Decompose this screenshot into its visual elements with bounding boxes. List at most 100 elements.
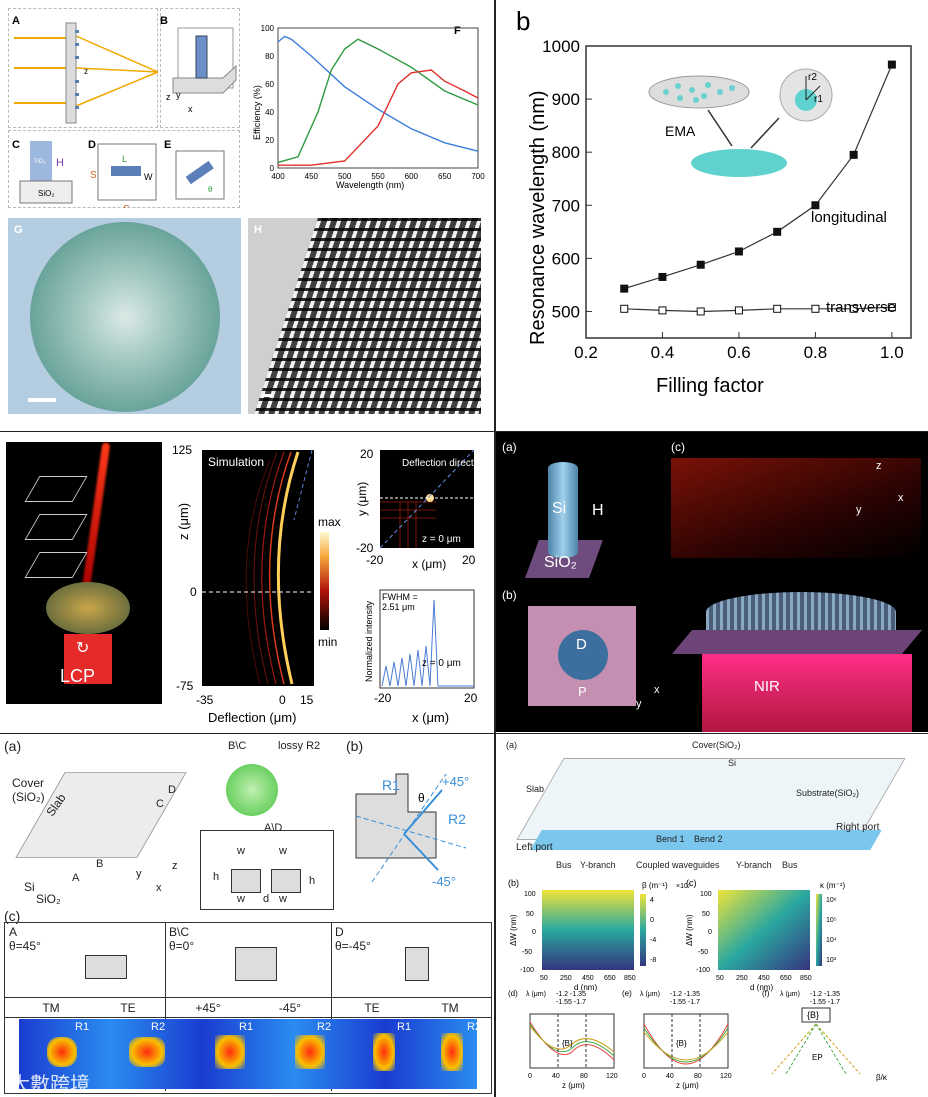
chart-b-point-longitudinal — [811, 201, 820, 210]
chart-f-ytick: 0 — [270, 164, 275, 173]
svg-text:SiO₂: SiO₂ — [38, 189, 54, 198]
svg-text:λ (μm): λ (μm) — [526, 991, 546, 998]
cross-section-inset: h h w w w w d — [200, 830, 334, 910]
chart-b-ytick: 700 — [552, 196, 580, 215]
chart-b-xtick: 0.2 — [574, 343, 598, 362]
svg-text:z (μm): z (μm) — [562, 1081, 585, 1090]
svg-text:z: z — [166, 92, 171, 102]
nanopillar-array — [706, 592, 896, 632]
image-g-background: G — [8, 218, 241, 414]
subpanel-b-box — [160, 8, 240, 128]
svg-text:50: 50 — [716, 975, 724, 982]
horizontal-divider-2 — [0, 733, 928, 734]
chart-b-point-transverse — [811, 304, 820, 313]
svg-text:50: 50 — [702, 911, 710, 918]
svg-text:850: 850 — [800, 975, 812, 982]
svg-text:{B}: {B} — [562, 1039, 573, 1048]
label-g: G — [14, 224, 23, 236]
chart-b-point-longitudinal — [696, 260, 705, 269]
chart-b-point-transverse — [620, 304, 629, 313]
label-c: (c) — [4, 908, 21, 924]
efficiency-chart: F Efficiency (%) Wavelength (nm) 0 20 40 60… — [252, 24, 485, 190]
svg-text:0: 0 — [642, 1073, 646, 1080]
chart-b-point-transverse — [696, 307, 705, 316]
chart-b-point-longitudinal — [620, 284, 629, 293]
svg-text:EP: EP — [812, 1053, 823, 1062]
svg-text:10⁴: 10⁴ — [826, 937, 837, 944]
svg-text:20: 20 — [360, 447, 374, 461]
chart-f-series-2 — [278, 69, 479, 166]
label-b: (b) — [346, 738, 364, 754]
chart-f-ylabel: Efficiency (%) — [252, 85, 262, 140]
label-b: B — [160, 15, 168, 27]
svg-text:x (μm): x (μm) — [412, 710, 449, 725]
chart-b-point-longitudinal — [849, 150, 858, 159]
rotated-nanofin — [185, 160, 214, 185]
svg-text:-20: -20 — [356, 541, 374, 555]
svg-text:θ: θ — [418, 791, 425, 805]
svg-text:250: 250 — [736, 975, 748, 982]
svg-text:80: 80 — [580, 1073, 588, 1080]
svg-text:L: L — [122, 154, 127, 164]
svg-text:0: 0 — [528, 1073, 532, 1080]
nanofin-array — [248, 218, 481, 414]
svg-text:10⁶: 10⁶ — [826, 897, 837, 904]
svg-text:H: H — [56, 157, 64, 169]
chart-b-ylabel: Resonance wavelength (nm) — [527, 90, 549, 345]
svg-text:λ (μm): λ (μm) — [640, 991, 660, 998]
beam-propagation — [671, 458, 921, 558]
vertical-divider — [494, 0, 496, 1097]
focal-plane-plots: Deflection direction z = 0 μm 20 -20 -20… — [356, 447, 487, 725]
scale-bar-g — [28, 398, 56, 402]
svg-text:κ (m⁻¹): κ (m⁻¹) — [820, 881, 845, 890]
svg-text:80: 80 — [694, 1073, 702, 1080]
svg-text:0: 0 — [708, 929, 712, 936]
watermark-text: 大數跨境 — [10, 1072, 90, 1096]
label-f: F — [454, 25, 461, 37]
svg-text:max: max — [318, 515, 341, 529]
chart-f-xlabel: Wavelength (nm) — [336, 180, 404, 190]
chart-b-point-transverse — [734, 306, 743, 315]
svg-text:-1.55 -1.7: -1.55 -1.7 — [810, 999, 840, 1006]
lcp-label: LCP — [60, 666, 96, 686]
chart-b-point-longitudinal — [658, 272, 667, 281]
svg-text:β (m⁻¹): β (m⁻¹) — [642, 881, 668, 890]
svg-text:x (μm): x (μm) — [412, 557, 446, 571]
label-a: (a) — [502, 440, 517, 454]
svg-text:{B}: {B} — [807, 1010, 819, 1020]
scale-bar-h — [262, 394, 272, 397]
metalens-photo — [30, 222, 220, 412]
svg-text:2.51 μm: 2.51 μm — [382, 602, 415, 612]
chart-b-line-longitudinal — [624, 64, 893, 290]
label-a: (a) — [4, 738, 22, 754]
svg-text:-1.2 -1.35: -1.2 -1.35 — [670, 991, 700, 998]
chart-f-xtick: 450 — [305, 172, 319, 181]
svg-text:y (μm): y (μm) — [356, 482, 369, 516]
chart-b-point-transverse — [849, 304, 858, 313]
svg-text:-35: -35 — [196, 693, 214, 707]
chart-b-ytick: 900 — [552, 90, 580, 109]
lens-render: ↻ LCP — [6, 442, 162, 704]
intensity-profile — [381, 599, 474, 687]
svg-text:θ: θ — [208, 185, 213, 194]
svg-text:y: y — [176, 90, 181, 100]
svg-text:-20: -20 — [374, 691, 392, 705]
svg-text:450: 450 — [582, 975, 594, 982]
svg-text:Normalized intensity: Normalized intensity — [364, 600, 374, 682]
poincare-sphere — [226, 764, 278, 816]
svg-text:-4: -4 — [650, 937, 656, 944]
svg-text:S: S — [123, 204, 130, 208]
subpanel-a-box — [8, 8, 158, 128]
svg-text:4: 4 — [650, 897, 654, 904]
svg-text:-8: -8 — [650, 957, 656, 964]
longitudinal-label: longitudinal — [811, 209, 887, 226]
simulation-label: Simulation — [208, 455, 264, 469]
chart-f-xtick: 400 — [271, 172, 285, 181]
svg-text:450: 450 — [758, 975, 770, 982]
chart-b-xlabel: Filling factor — [656, 375, 764, 397]
svg-text:(b): (b) — [508, 878, 519, 888]
svg-text:20: 20 — [464, 691, 478, 705]
deflection-direction-label: Deflection direction — [402, 458, 487, 469]
svg-text:min: min — [318, 635, 337, 649]
svg-text:20: 20 — [462, 553, 476, 567]
